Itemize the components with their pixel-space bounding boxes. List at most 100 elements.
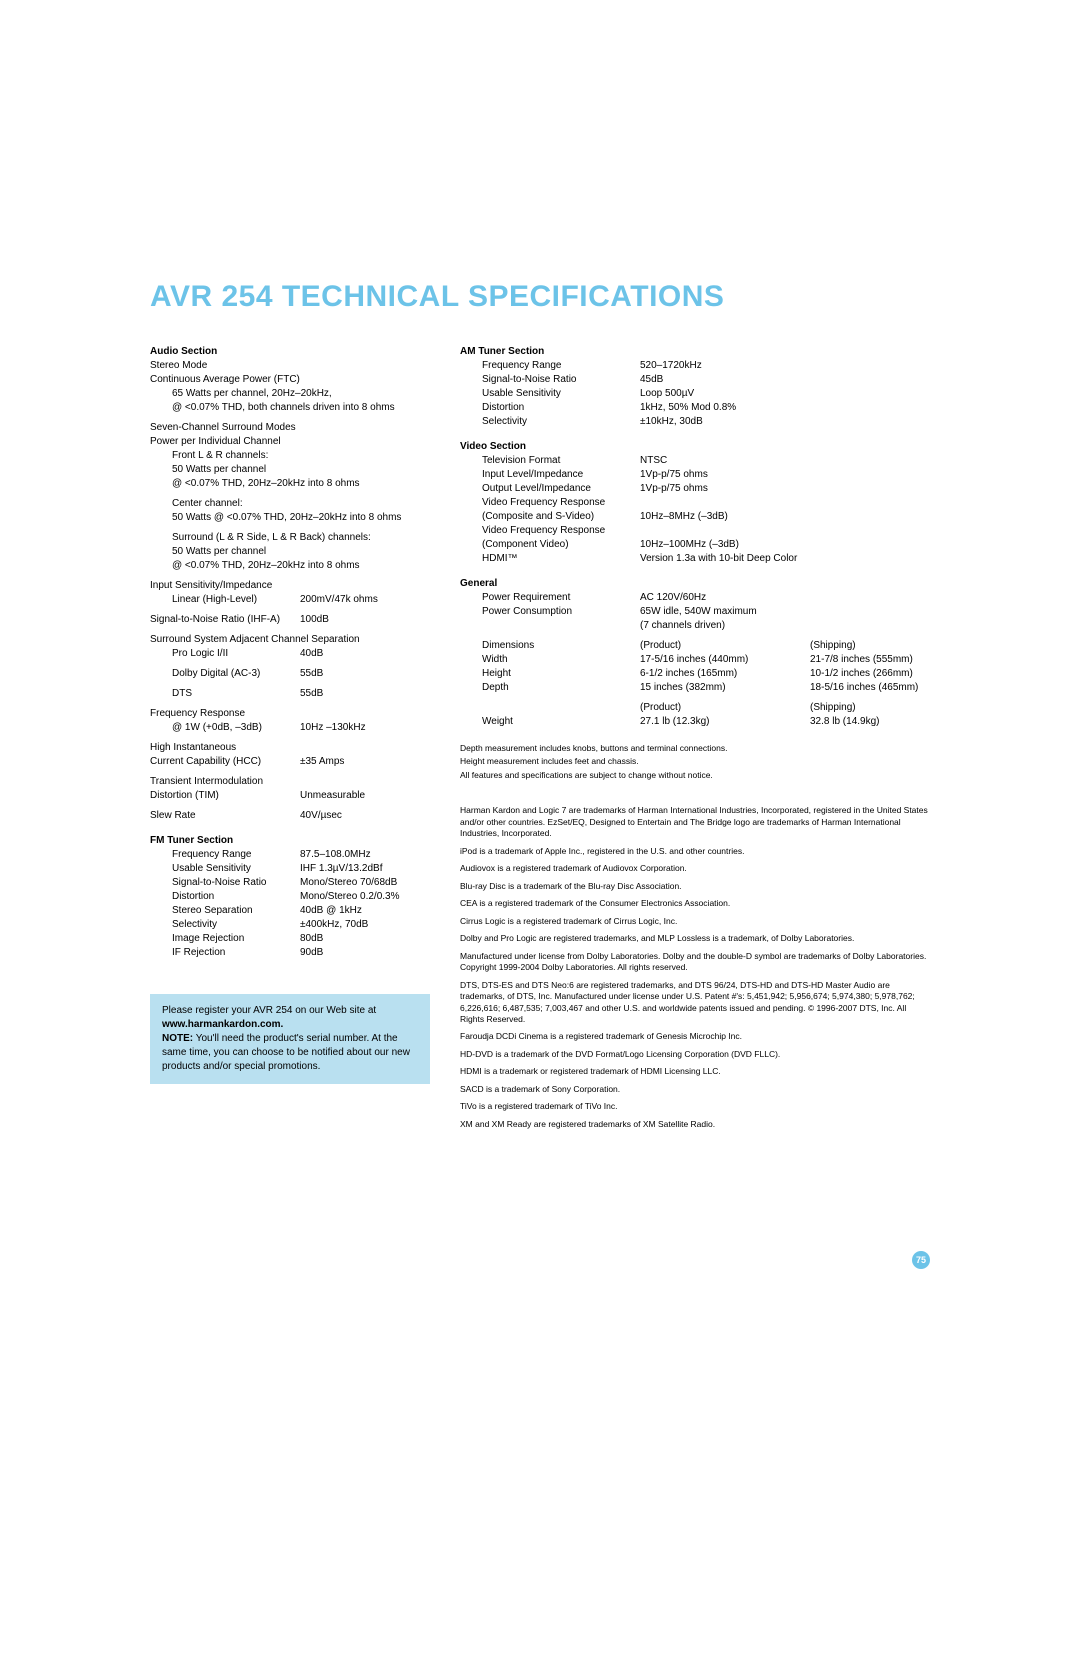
input-sens: Input Sensitivity/Impedance	[150, 579, 430, 593]
right-column: AM Tuner Section Frequency Range520–1720…	[460, 338, 930, 1136]
dim-label: Dimensions	[460, 639, 640, 653]
fm-if-rej-val: 90dB	[300, 946, 430, 960]
power-per-channel: Power per Individual Channel	[150, 435, 430, 449]
am-section-header: AM Tuner Section	[460, 346, 930, 357]
vfr1-l1: Video Frequency Response	[460, 496, 640, 510]
product-hdr: (Product)	[640, 639, 810, 653]
weight-p: 27.1 lb (12.3kg)	[640, 715, 810, 729]
fm-img-rej-val: 80dB	[300, 932, 430, 946]
am-usable-label: Usable Sensitivity	[460, 387, 640, 401]
front-lr-l2: @ <0.07% THD, 20Hz–20kHz into 8 ohms	[150, 477, 430, 491]
tv-format-label: Television Format	[460, 454, 640, 468]
hcc-val: ±35 Amps	[300, 755, 430, 769]
height-s: 10-1/2 inches (266mm)	[810, 667, 930, 681]
vfr2-l1: Video Frequency Response	[460, 524, 640, 538]
dts-label: DTS	[150, 687, 300, 701]
width-s: 21-7/8 inches (555mm)	[810, 653, 930, 667]
register-l1: Please register your AVR 254 on our Web …	[162, 1005, 376, 1016]
legal-8: Manufactured under license from Dolby La…	[460, 951, 930, 974]
register-l2: www.harmankardon.com.	[162, 1019, 283, 1030]
freq-resp-val: 10Hz –130kHz	[300, 721, 430, 735]
vfr1-val: 10Hz–8MHz (–3dB)	[640, 510, 930, 524]
seven-channel: Seven-Channel Surround Modes	[150, 421, 430, 435]
linear-val: 200mV/47k ohms	[300, 593, 430, 607]
surround-sep: Surround System Adjacent Channel Separat…	[150, 633, 430, 647]
legal-4: Blu-ray Disc is a trademark of the Blu-r…	[460, 881, 930, 892]
register-l3-bold: NOTE:	[162, 1033, 193, 1044]
center-l1: 50 Watts @ <0.07% THD, 20Hz–20kHz into 8…	[150, 511, 430, 525]
power-con-val: 65W idle, 540W maximum	[640, 605, 930, 619]
hdmi-val: Version 1.3a with 10-bit Deep Color	[640, 552, 930, 566]
slew-val: 40V/µsec	[300, 809, 430, 823]
surround-l1: 50 Watts per channel	[150, 545, 430, 559]
legal-11: HD-DVD is a trademark of the DVD Format/…	[460, 1049, 930, 1060]
vfr1-l2: (Composite and S-Video)	[460, 510, 640, 524]
output-lvl-val: 1Vp-p/75 ohms	[640, 482, 930, 496]
register-l3: You'll need the product's serial number.…	[162, 1033, 410, 1072]
shipping-hdr: (Shipping)	[810, 639, 930, 653]
legal-7: Dolby and Pro Logic are registered trade…	[460, 933, 930, 944]
am-sel-val: ±10kHz, 30dB	[640, 415, 930, 429]
fm-usable-val: IHF 1.3µV/13.2dBf	[300, 862, 430, 876]
fm-dist-val: Mono/Stereo 0.2/0.3%	[300, 890, 430, 904]
legal-12: HDMI is a trademark or registered tradem…	[460, 1066, 930, 1077]
stereo-mode: Stereo Mode	[150, 359, 430, 373]
power-req-label: Power Requirement	[460, 591, 640, 605]
tv-format-val: NTSC	[640, 454, 930, 468]
general-section-header: General	[460, 578, 930, 589]
legal-3: Audiovox is a registered trademark of Au…	[460, 863, 930, 874]
fm-stereo-sep-val: 40dB @ 1kHz	[300, 904, 430, 918]
vfr2-l2: (Component Video)	[460, 538, 640, 552]
fm-sel-val: ±400kHz, 70dB	[300, 918, 430, 932]
height-p: 6-1/2 inches (165mm)	[640, 667, 810, 681]
product-hdr-2: (Product)	[640, 701, 810, 715]
tim-l1: Transient Intermodulation	[150, 775, 430, 789]
am-snr-label: Signal-to-Noise Ratio	[460, 373, 640, 387]
depth-p: 15 inches (382mm)	[640, 681, 810, 695]
fm-stereo-sep-label: Stereo Separation	[150, 904, 300, 918]
power-con-label: Power Consumption	[460, 605, 640, 619]
output-lvl-label: Output Level/Impedance	[460, 482, 640, 496]
note-2: Height measurement includes feet and cha…	[460, 756, 930, 767]
fm-usable-label: Usable Sensitivity	[150, 862, 300, 876]
input-lvl-label: Input Level/Impedance	[460, 468, 640, 482]
front-lr-l1: 50 Watts per channel	[150, 463, 430, 477]
register-box: Please register your AVR 254 on our Web …	[150, 994, 430, 1084]
height-label: Height	[460, 667, 640, 681]
power-con-val2: (7 channels driven)	[640, 619, 930, 633]
width-label: Width	[460, 653, 640, 667]
legal-9: DTS, DTS-ES and DTS Neo:6 are registered…	[460, 980, 930, 1026]
legal-6: Cirrus Logic is a registered trademark o…	[460, 916, 930, 927]
surround: Surround (L & R Side, L & R Back) channe…	[150, 531, 430, 545]
audio-section-header: Audio Section	[150, 346, 430, 357]
plogic-val: 40dB	[300, 647, 430, 661]
hdmi-label: HDMI™	[460, 552, 640, 566]
left-column: Audio Section Stereo Mode Continuous Ave…	[150, 338, 430, 1136]
hcc-l1: High Instantaneous	[150, 741, 430, 755]
dolby-label: Dolby Digital (AC-3)	[150, 667, 300, 681]
front-lr: Front L & R channels:	[150, 449, 430, 463]
linear-label: Linear (High-Level)	[150, 593, 300, 607]
am-snr-val: 45dB	[640, 373, 930, 387]
surround-l2: @ <0.07% THD, 20Hz–20kHz into 8 ohms	[150, 559, 430, 573]
am-sel-label: Selectivity	[460, 415, 640, 429]
legal-10: Faroudja DCDi Cinema is a registered tra…	[460, 1031, 930, 1042]
slew-label: Slew Rate	[150, 809, 300, 823]
am-freq-val: 520–1720kHz	[640, 359, 930, 373]
center: Center channel:	[150, 497, 430, 511]
power-req-val: AC 120V/60Hz	[640, 591, 930, 605]
dolby-val: 55dB	[300, 667, 430, 681]
video-section-header: Video Section	[460, 441, 930, 452]
page-title: AVR 254 TECHNICAL SPECIFICATIONS	[150, 280, 930, 314]
fm-freq-label: Frequency Range	[150, 848, 300, 862]
snr-val: 100dB	[300, 613, 430, 627]
note-1: Depth measurement includes knobs, button…	[460, 743, 930, 754]
am-usable-val: Loop 500µV	[640, 387, 930, 401]
depth-label: Depth	[460, 681, 640, 695]
tim-val: Unmeasurable	[300, 789, 430, 803]
page-number-badge: 75	[912, 1251, 930, 1269]
legal-15: XM and XM Ready are registered trademark…	[460, 1119, 930, 1130]
legal-13: SACD is a trademark of Sony Corporation.	[460, 1084, 930, 1095]
dts-val: 55dB	[300, 687, 430, 701]
hcc-l2: Current Capability (HCC)	[150, 755, 300, 769]
